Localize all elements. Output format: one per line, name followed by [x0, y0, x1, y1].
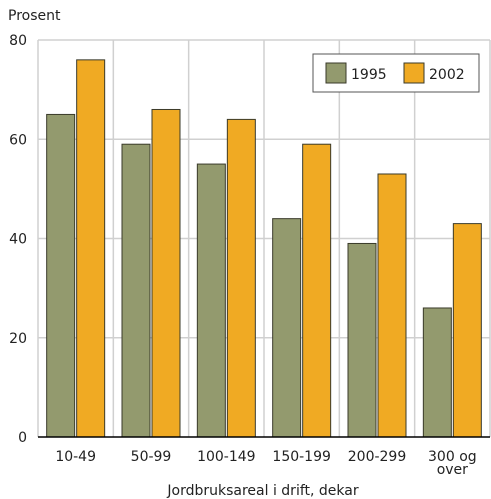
bar-1995: [46, 113, 76, 438]
bar-1995: [272, 218, 302, 438]
y-tick-label: 40: [9, 232, 27, 248]
x-tick-label: 100-149: [197, 449, 256, 465]
legend-label-1995: 1995: [351, 67, 387, 83]
legend-swatch-1995: [325, 62, 347, 84]
bar-2002: [302, 143, 332, 438]
y-axis-ticks: 0 20 40 60 80: [9, 33, 27, 446]
bar-1995: [347, 242, 377, 438]
bar-1995: [196, 163, 226, 438]
x-tick-label: 300 og: [428, 449, 477, 465]
bar-1995: [121, 143, 151, 438]
y-tick-label: 60: [9, 132, 27, 148]
gridlines: [37, 39, 491, 437]
x-tick-label: 50-99: [131, 449, 172, 465]
x-tick-label: over: [437, 462, 468, 478]
y-tick-label: 20: [9, 331, 27, 347]
bar-2002: [76, 59, 106, 438]
y-tick-label: 80: [9, 33, 27, 49]
y-tick-label: 0: [18, 430, 27, 446]
x-tick-label: 10-49: [55, 449, 96, 465]
legend-label-2002: 2002: [429, 67, 465, 83]
legend-swatch-2002: [403, 62, 425, 84]
legend: 1995 2002: [312, 53, 480, 93]
x-axis-label: Jordbruksareal i drift, dekar: [166, 483, 358, 499]
bar-2002: [226, 118, 256, 438]
bar-2002: [377, 173, 407, 438]
x-tick-label: 200-299: [348, 449, 407, 465]
x-tick-label: 150-199: [272, 449, 331, 465]
bar-2002: [151, 108, 181, 438]
bars: [46, 59, 482, 438]
x-axis-ticks: 10-49 50-99 100-149 150-199 200-299 300 ogove…: [55, 449, 476, 478]
y-axis-label: Prosent: [8, 8, 61, 24]
bar-1995: [422, 307, 452, 438]
bar-2002: [452, 223, 482, 438]
